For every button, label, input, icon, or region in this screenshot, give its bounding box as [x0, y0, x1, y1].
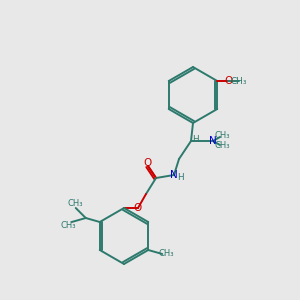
Text: CH₃: CH₃ — [214, 131, 230, 140]
Text: CH₃: CH₃ — [60, 220, 76, 230]
Text: O: O — [224, 76, 232, 86]
Text: N: N — [170, 170, 178, 180]
Text: CH₃: CH₃ — [67, 200, 83, 208]
Text: H: H — [177, 173, 183, 182]
Text: O: O — [134, 203, 142, 213]
Text: H: H — [192, 134, 198, 143]
Text: CH₃: CH₃ — [214, 142, 230, 151]
Text: O: O — [144, 158, 152, 168]
Text: CH₃: CH₃ — [158, 250, 174, 259]
Text: CH₃: CH₃ — [231, 76, 247, 85]
Text: N: N — [209, 136, 217, 146]
